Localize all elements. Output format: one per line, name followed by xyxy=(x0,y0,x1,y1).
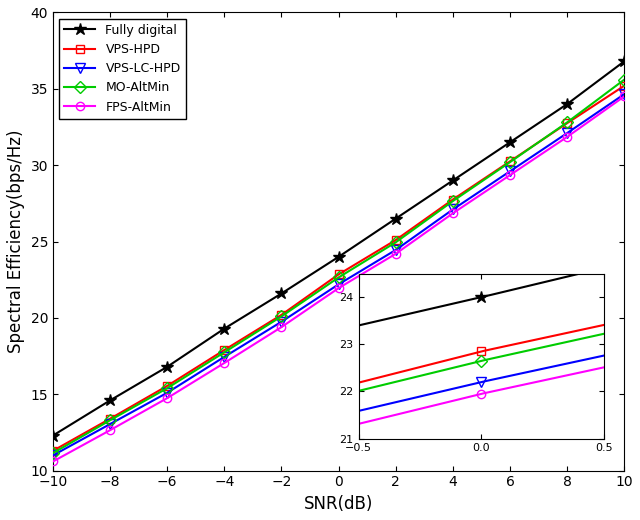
FPS-AltMin xyxy=(620,93,628,99)
VPS-HPD xyxy=(392,237,399,243)
VPS-HPD xyxy=(163,383,171,389)
VPS-LC-HPD xyxy=(278,319,285,325)
FPS-AltMin xyxy=(449,210,457,216)
FPS-AltMin xyxy=(221,360,228,366)
VPS-LC-HPD xyxy=(620,91,628,97)
Line: VPS-LC-HPD: VPS-LC-HPD xyxy=(48,89,629,460)
VPS-HPD xyxy=(563,120,571,126)
VPS-HPD xyxy=(106,415,114,422)
Line: Fully digital: Fully digital xyxy=(47,55,630,442)
MO-AltMin xyxy=(620,76,628,83)
FPS-AltMin xyxy=(278,324,285,330)
VPS-LC-HPD xyxy=(449,206,457,213)
Fully digital xyxy=(506,139,514,146)
MO-AltMin xyxy=(506,159,514,165)
Fully digital xyxy=(163,363,171,370)
Y-axis label: Spectral Efficiency(bps/Hz): Spectral Efficiency(bps/Hz) xyxy=(7,130,25,353)
VPS-LC-HPD xyxy=(563,130,571,136)
Fully digital xyxy=(49,433,57,439)
Fully digital xyxy=(106,397,114,404)
MO-AltMin xyxy=(449,198,457,204)
VPS-HPD xyxy=(49,448,57,454)
Line: MO-AltMin: MO-AltMin xyxy=(49,75,628,457)
MO-AltMin xyxy=(163,385,171,391)
Line: FPS-AltMin: FPS-AltMin xyxy=(49,92,628,465)
Fully digital xyxy=(392,215,399,222)
VPS-HPD xyxy=(278,311,285,318)
VPS-LC-HPD xyxy=(163,389,171,396)
Fully digital xyxy=(221,326,228,332)
FPS-AltMin xyxy=(49,458,57,464)
FPS-AltMin xyxy=(106,427,114,433)
MO-AltMin xyxy=(221,349,228,355)
VPS-HPD xyxy=(506,158,514,164)
VPS-LC-HPD xyxy=(221,354,228,360)
Fully digital xyxy=(449,177,457,184)
VPS-LC-HPD xyxy=(392,247,399,253)
VPS-LC-HPD xyxy=(335,281,342,288)
MO-AltMin xyxy=(335,275,342,281)
X-axis label: SNR(dB): SNR(dB) xyxy=(304,495,373,513)
Fully digital xyxy=(620,58,628,64)
MO-AltMin xyxy=(106,417,114,423)
FPS-AltMin xyxy=(163,395,171,401)
Line: VPS-HPD: VPS-HPD xyxy=(49,82,628,455)
FPS-AltMin xyxy=(392,251,399,257)
Fully digital xyxy=(563,101,571,107)
VPS-HPD xyxy=(449,197,457,203)
VPS-LC-HPD xyxy=(506,168,514,174)
MO-AltMin xyxy=(563,119,571,125)
MO-AltMin xyxy=(49,450,57,456)
MO-AltMin xyxy=(392,239,399,245)
FPS-AltMin xyxy=(563,134,571,140)
MO-AltMin xyxy=(278,313,285,319)
FPS-AltMin xyxy=(506,172,514,178)
VPS-HPD xyxy=(221,347,228,353)
VPS-LC-HPD xyxy=(49,452,57,459)
Fully digital xyxy=(335,254,342,260)
VPS-HPD xyxy=(335,271,342,278)
Legend: Fully digital, VPS-HPD, VPS-LC-HPD, MO-AltMin, FPS-AltMin: Fully digital, VPS-HPD, VPS-LC-HPD, MO-A… xyxy=(60,19,186,119)
Fully digital xyxy=(278,290,285,296)
VPS-LC-HPD xyxy=(106,421,114,427)
FPS-AltMin xyxy=(335,285,342,291)
VPS-HPD xyxy=(620,83,628,89)
